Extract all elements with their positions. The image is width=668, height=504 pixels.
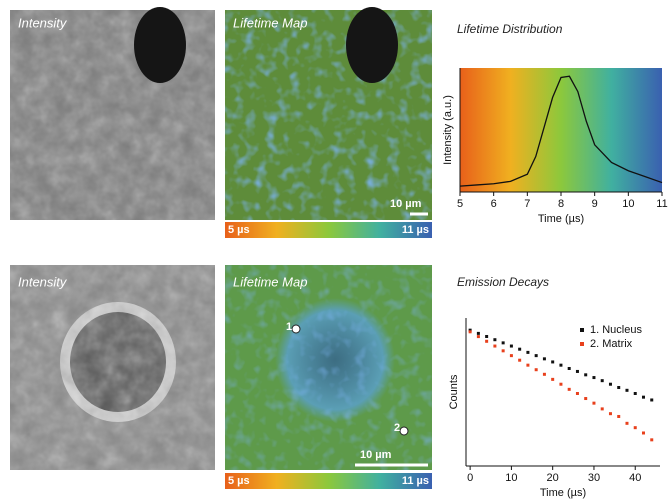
scale-bar-label: 10 µm [360,449,392,461]
point [509,344,513,348]
point [617,414,621,418]
point [584,397,588,401]
plot-background [460,68,662,192]
point [650,438,654,442]
point [493,344,497,348]
point [485,334,489,338]
line [459,75,663,187]
intensity-image: Intensity [10,265,215,470]
x-tick-label: 11 [656,198,667,210]
point [485,339,489,343]
point [526,350,530,354]
x-tick-label: 0 [467,472,473,484]
legend-label: 1. Nucleus [590,324,642,336]
point [534,354,538,358]
point [608,412,612,416]
point [567,387,571,391]
point [584,373,588,377]
x-tick-label: 5 [457,198,463,210]
point [592,401,596,405]
point [468,328,472,332]
point [542,357,546,361]
point [551,360,555,364]
point [567,366,571,370]
point [559,363,563,367]
point [526,363,530,367]
point [575,391,579,395]
point [641,395,645,399]
point [509,354,513,358]
marker-label: 2 [394,422,400,434]
point [592,376,596,380]
point [518,347,522,351]
lifetime-image: Lifetime Map 10 µm 5 µs 11 µs [225,7,432,238]
legend-swatch [580,342,584,346]
point [600,379,604,383]
scale-bar-label: 10 µm [390,198,422,210]
intensity-image: Intensity [10,7,215,220]
x-tick-label: 40 [629,472,641,484]
point [501,341,505,345]
point [641,431,645,435]
y-axis-label: Counts [448,374,460,409]
point [608,382,612,386]
point [625,421,629,425]
x-tick-label: 9 [592,198,598,210]
point [559,382,563,386]
point [518,358,522,362]
point [650,398,654,402]
chart-title: Lifetime Distribution [457,22,563,36]
colorbar-max: 11 µs [402,475,429,487]
point [476,335,480,339]
colorbar-max: 11 µs [402,224,429,236]
y-axis-label: Intensity (a.u.) [442,95,454,165]
point [600,407,604,411]
colorbar-min: 5 µs [228,224,250,236]
legend-swatch [580,328,584,332]
chart-title: Emission Decays [457,275,549,289]
point [534,368,538,372]
point [501,349,505,353]
x-tick-label: 30 [588,472,600,484]
point [617,386,621,390]
point [575,369,579,373]
point [633,426,637,430]
point [493,338,497,342]
colorbar-min: 5 µs [228,475,250,487]
panel-label: Intensity [18,15,68,30]
x-tick-label: 8 [558,198,564,210]
x-axis-label: Time (µs) [540,487,586,499]
legend-label: 2. Matrix [590,338,633,350]
point [633,391,637,395]
point [468,330,472,334]
marker-label: 1 [286,321,292,333]
panel-label: Intensity [18,274,68,289]
lifetime-image: 1 2 Lifetime Map 10 µm 5 µs 11 µs [225,265,432,489]
x-tick-label: 10 [622,198,634,210]
x-tick-label: 20 [547,472,559,484]
x-axis-label: Time (µs) [538,213,584,225]
point [551,377,555,381]
x-tick-label: 10 [505,472,517,484]
point [542,372,546,376]
panel-label: Lifetime Map [233,15,307,30]
x-tick-label: 7 [524,198,530,210]
point [625,388,629,392]
x-tick-label: 6 [491,198,497,210]
point [476,331,480,335]
panel-label: Lifetime Map [233,274,307,289]
